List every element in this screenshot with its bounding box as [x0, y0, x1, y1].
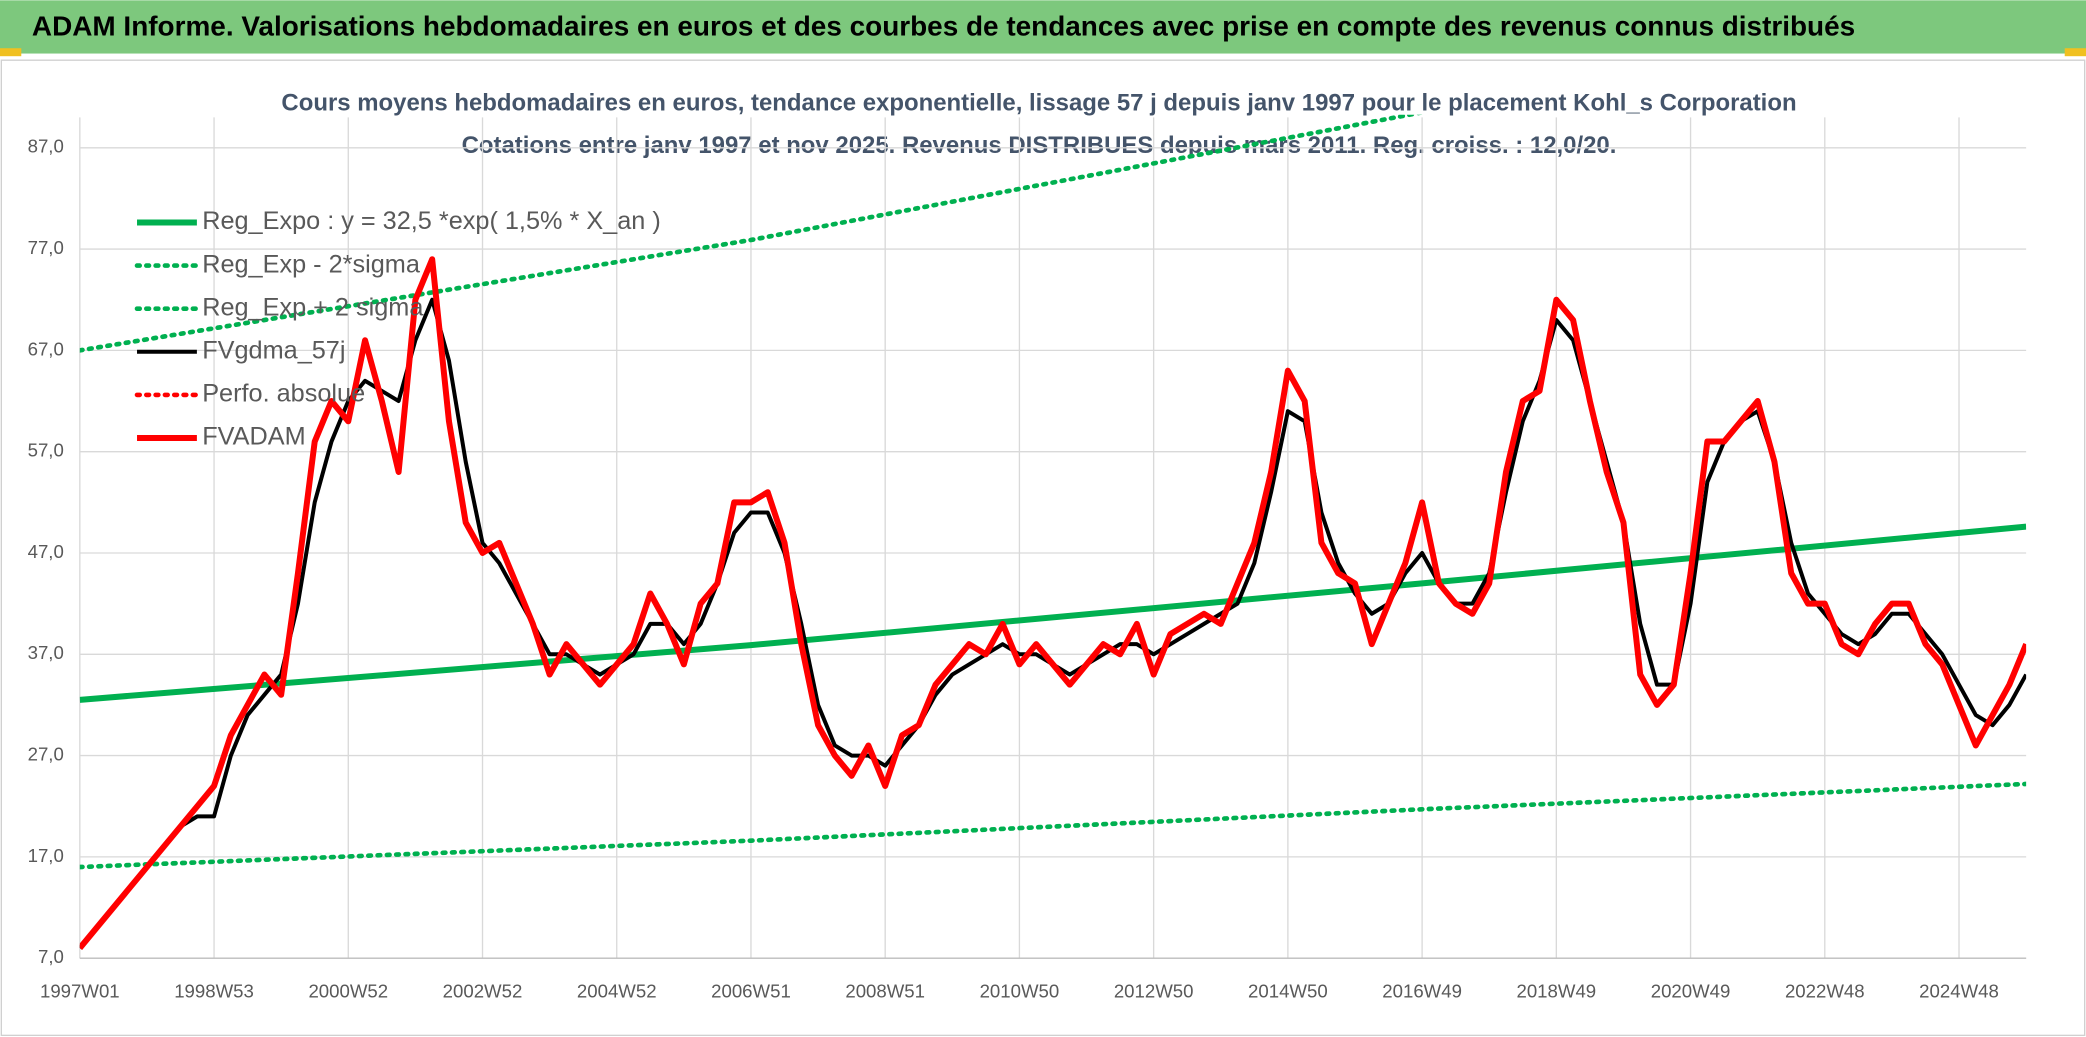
y-tick-label: 17,0: [28, 845, 64, 866]
x-tick-label: 2020W49: [1651, 981, 1731, 1002]
series-line: [79, 781, 2027, 870]
x-tick-label: 2006W51: [711, 981, 791, 1002]
legend-label: Reg_Exp + 2 sigma: [202, 293, 424, 321]
y-tick-label: 7,0: [38, 946, 64, 967]
legend: Reg_Expo : y = 32,5 *exp( 1,5% * X_an ) R…: [134, 207, 661, 451]
y-tick-label: 27,0: [28, 744, 64, 765]
series-line: [79, 523, 2027, 703]
header-title: ADAM Informe. Valorisations hebdomadaire…: [32, 11, 1855, 42]
x-tick-label: 1997W01: [40, 981, 120, 1002]
legend-label: FVADAM: [202, 423, 305, 451]
y-tick-label: 87,0: [28, 136, 64, 157]
chart-title: Cours moyens hebdomadaires en euros, ten…: [281, 89, 1796, 116]
corner-mark: [0, 48, 22, 57]
x-tick-label: 2008W51: [845, 981, 925, 1002]
legend-label: FVgdma_57j: [202, 336, 345, 364]
legend-label: Perfo. absolue: [202, 380, 365, 408]
legend-label: Reg_Expo : y = 32,5 *exp( 1,5% * X_an ): [202, 207, 661, 235]
legend-label: Reg_Exp - 2*sigma: [202, 250, 421, 278]
chart-subtitle: Cotations entre janv 1997 et nov 2025. R…: [462, 132, 1617, 159]
x-tick-label: 2018W49: [1516, 981, 1596, 1002]
x-tick-label: 2000W52: [308, 981, 388, 1002]
plot-area: [79, 114, 2027, 950]
axes: 7,0 17,0 27,0 37,0 47,0 57,0 67,0 77,0 87,0 1997W…: [28, 136, 2027, 1002]
corner-mark: [2064, 48, 2086, 57]
y-tick-label: 47,0: [28, 541, 64, 562]
y-tick-label: 67,0: [28, 338, 64, 359]
x-tick-label: 2012W50: [1114, 981, 1194, 1002]
x-tick-label: 2016W49: [1382, 981, 1462, 1002]
x-tick-label: 1998W53: [174, 981, 254, 1002]
header-bar: [0, 0, 2086, 54]
grid: [79, 117, 2027, 959]
series-line: [79, 256, 2027, 950]
y-tick-label: 37,0: [28, 642, 64, 663]
x-tick-label: 2022W48: [1785, 981, 1865, 1002]
x-tick-label: 2004W52: [577, 981, 657, 1002]
x-tick-label: 2010W50: [980, 981, 1060, 1002]
x-tick-label: 2014W50: [1248, 981, 1328, 1002]
y-tick-label: 57,0: [28, 440, 64, 461]
x-tick-label: 2002W52: [443, 981, 523, 1002]
x-tick-label: 2024W48: [1919, 981, 1999, 1002]
y-tick-label: 77,0: [28, 237, 64, 258]
